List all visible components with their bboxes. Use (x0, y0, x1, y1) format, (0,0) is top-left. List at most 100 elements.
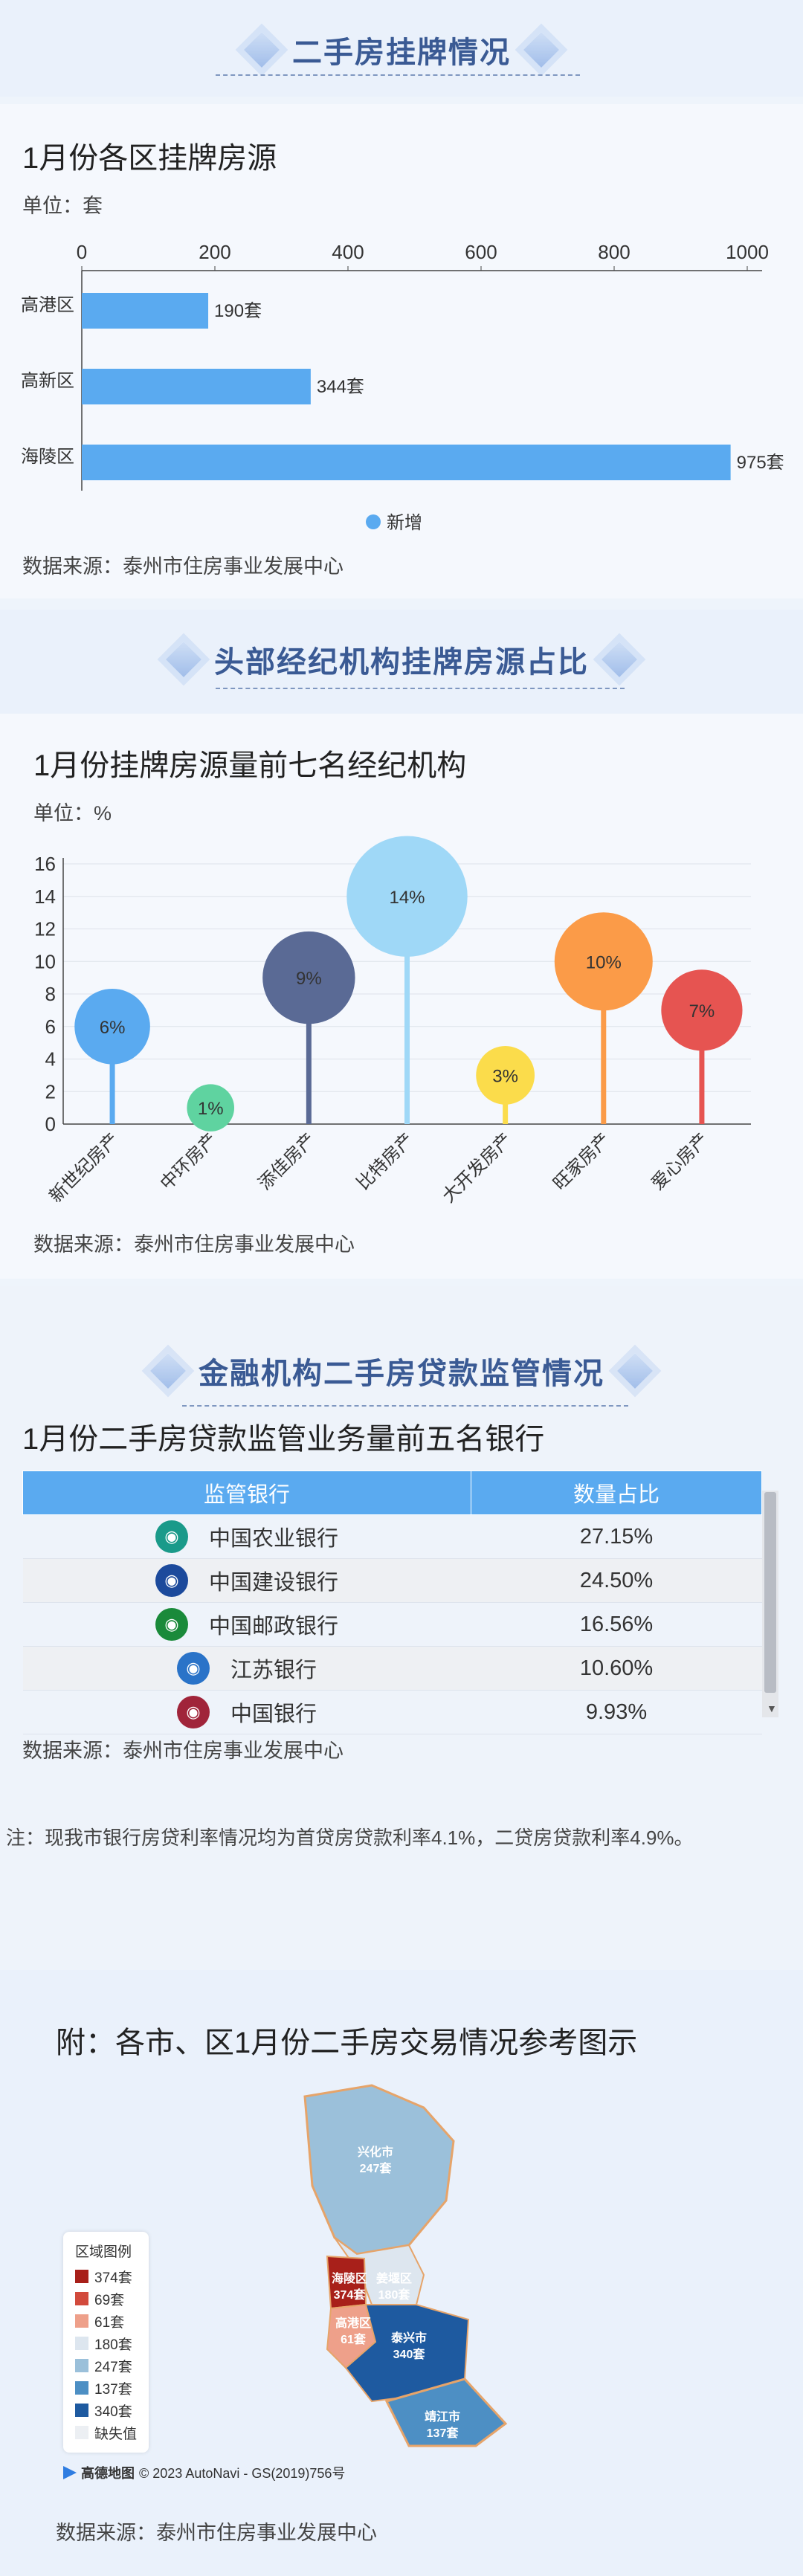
category-label: 旺家房产 (549, 1129, 614, 1194)
bank-name-wrap: ◉ 中国银行 (24, 1696, 471, 1728)
map-region-jingjiang[interactable] (384, 2378, 508, 2447)
table-row[interactable]: ◉ 中国银行 9.93% (22, 1690, 762, 1734)
section2-subtitle: 1月份挂牌房源量前七名经纪机构 (33, 749, 467, 782)
diamond-icon (243, 31, 280, 68)
x-tick-label: 0 (77, 241, 87, 263)
lollipop-bubble[interactable] (74, 988, 150, 1065)
bank-cell: ◉ 中国银行 (22, 1690, 471, 1734)
table-row[interactable]: ◉ 中国农业银行 27.15% (22, 1514, 762, 1559)
legend-row[interactable]: 缺失值 (75, 2421, 137, 2444)
table-row[interactable]: ◉ 中国建设银行 24.50% (22, 1558, 762, 1603)
category-label: 中环房产 (156, 1129, 221, 1194)
map-label-hailing-name: 海陵区 (332, 2271, 367, 2285)
jsb-logo-icon: ◉ (176, 1652, 210, 1685)
section1-card (0, 104, 803, 598)
bank-share: 24.50% (471, 1558, 762, 1603)
bank-name: 中国邮政银行 (208, 1615, 338, 1639)
map-label-gaogang-name: 高港区 (335, 2316, 371, 2330)
bank-name-wrap: ◉ 江苏银行 (24, 1652, 471, 1685)
legend-row[interactable]: 180套 (75, 2332, 137, 2354)
category-label: 高港区 (21, 295, 74, 315)
section2-title-row: 头部经纪机构挂牌房源占比 (0, 638, 803, 681)
map-label-xinghua-value: 247套 (360, 2161, 393, 2175)
legend-row[interactable]: 340套 (75, 2399, 137, 2421)
diamond-icon (616, 1352, 654, 1389)
lollipop-bubble[interactable] (346, 836, 468, 957)
y-tick-label: 2 (45, 1080, 56, 1103)
interest-rate-note: 注：现我市银行房贷利率情况均为首贷房贷款利率4.1%，二贷房贷款利率4.9%。 (6, 1827, 694, 1849)
y-tick-label: 4 (45, 1048, 56, 1071)
bank-col-header[interactable]: 监管银行 (22, 1471, 471, 1515)
bar[interactable] (82, 445, 731, 480)
x-tick-label: 800 (598, 241, 630, 263)
y-tick-label: 12 (34, 918, 56, 940)
bank-name-wrap: ◉ 中国农业银行 (24, 1520, 471, 1553)
diamond-icon (601, 641, 638, 678)
legend-row[interactable]: 137套 (75, 2377, 137, 2399)
map-label-taixing-name: 泰兴市 (390, 2331, 427, 2345)
bubble-value-label: 9% (296, 969, 322, 989)
bubble-value-label: 3% (492, 1066, 518, 1086)
table-row[interactable]: ◉ 江苏银行 10.60% (22, 1646, 762, 1691)
bank-name: 中国银行 (230, 1702, 317, 1726)
bubble-value-label: 6% (100, 1018, 126, 1038)
bar[interactable] (82, 369, 311, 404)
lollipop-bubble[interactable] (262, 931, 355, 1024)
bubble-value-label: 1% (198, 1099, 224, 1119)
bank-name-wrap: ◉ 中国邮政银行 (24, 1608, 471, 1641)
legend-label: 247套 (94, 2359, 132, 2375)
bank-share: 10.60% (471, 1646, 762, 1691)
bar-value-label: 975套 (737, 453, 784, 473)
legend-label: 340套 (94, 2404, 132, 2420)
legend-label: 缺失值 (94, 2426, 138, 2442)
y-tick-label: 14 (34, 885, 56, 908)
legend-row[interactable]: 247套 (75, 2354, 137, 2377)
section3-source: 数据来源：泰州市住房事业发展中心 (22, 1740, 344, 1762)
bar[interactable] (82, 293, 209, 329)
lollipop-bubble[interactable] (187, 1084, 235, 1132)
map-label-jiangyan-name: 姜堰区 (376, 2271, 412, 2285)
scroll-down-icon[interactable]: ▼ (767, 1702, 777, 1714)
legend-title: 区域图例 (75, 2244, 132, 2260)
x-tick-label: 1000 (726, 241, 769, 263)
category-label: 添佳房产 (255, 1129, 320, 1194)
legend-label: 69套 (94, 2292, 125, 2308)
bar-value-label: 344套 (317, 377, 364, 397)
scrollbar-thumb[interactable] (764, 1492, 776, 1693)
table-row[interactable]: ◉ 中国邮政银行 16.56% (22, 1602, 762, 1647)
section1-subtitle: 1月份各区挂牌房源 (22, 142, 277, 175)
map-legend: 区域图例 374套 69套 61套 180套 247套 137套 340套缺失值 (63, 2232, 149, 2453)
legend-row[interactable]: 61套 (75, 2310, 137, 2332)
legend-row[interactable]: 69套 (75, 2288, 137, 2310)
abc-logo-icon: ◉ (155, 1520, 188, 1553)
bank-name: 江苏银行 (230, 1659, 317, 1682)
legend-dot-icon (366, 514, 381, 529)
map-region-xinghua[interactable] (303, 2084, 455, 2256)
diamond-icon (149, 1352, 187, 1389)
x-tick-label: 600 (465, 241, 497, 263)
bubble-value-label: 10% (586, 952, 622, 972)
lollipop-bubble[interactable] (476, 1045, 535, 1105)
psbc-logo-icon: ◉ (155, 1608, 188, 1641)
map-label-xinghua-name: 兴化市 (358, 2145, 393, 2159)
bubble-value-label: 14% (389, 888, 425, 908)
legend-label: 61套 (94, 2314, 125, 2331)
map-label-gaogang-value: 61套 (341, 2332, 367, 2346)
share-col-header[interactable]: 数量占比 (471, 1471, 762, 1515)
legend-swatch (75, 2292, 88, 2305)
legend-label: 新增 (387, 513, 422, 533)
section2-divider (216, 688, 625, 689)
section3-subtitle: 1月份二手房贷款监管业务量前五名银行 (22, 1423, 545, 1456)
category-label: 爱心房产 (648, 1129, 712, 1194)
legend-swatch (75, 2314, 88, 2328)
section3-title-row: 金融机构二手房贷款监管情况 (0, 1349, 803, 1392)
table-scrollbar[interactable]: ▼ (762, 1491, 778, 1717)
lollipop-bubble[interactable] (661, 969, 743, 1051)
y-tick-label: 16 (34, 853, 56, 875)
y-tick-label: 6 (45, 1016, 56, 1038)
legend-swatch (75, 2337, 88, 2350)
legend-row[interactable]: 374套 (75, 2265, 137, 2288)
bank-cell: ◉ 中国邮政银行 (22, 1602, 471, 1647)
lollipop-bubble[interactable] (554, 912, 653, 1011)
y-tick-label: 0 (45, 1113, 56, 1135)
